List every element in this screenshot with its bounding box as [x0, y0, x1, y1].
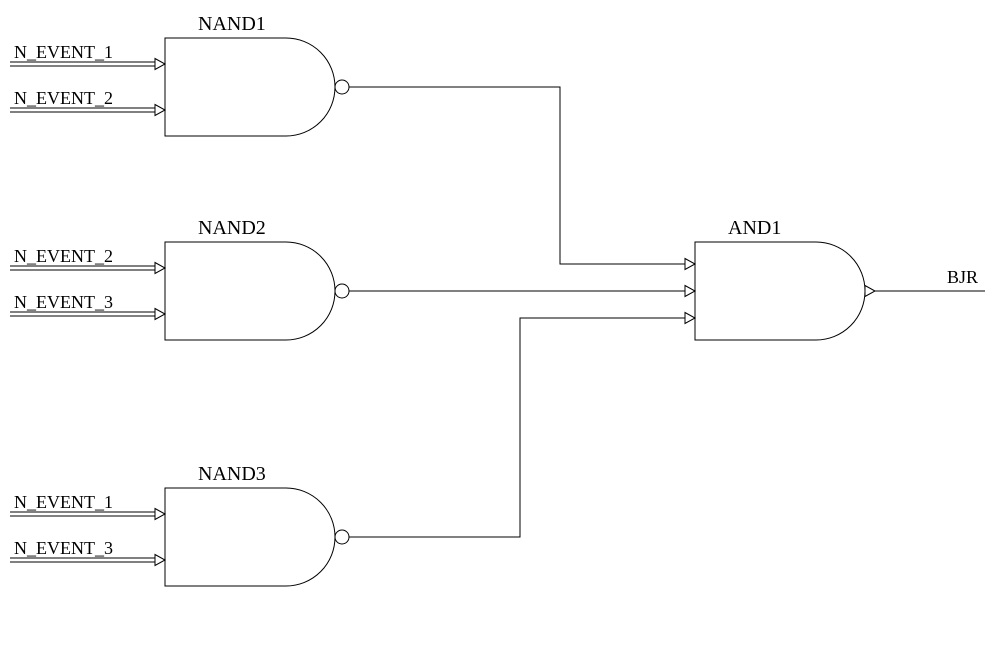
inverter-bubble	[335, 80, 349, 94]
input-arrow-icon	[155, 263, 165, 274]
circuit-diagram: NAND1 N_EVENT_1 N_EVENT_2 NAND2 N_EVENT_…	[0, 0, 1000, 651]
gate-label-and1: AND1	[728, 217, 781, 239]
input-arrow-icon	[155, 555, 165, 566]
input-arrow-icon	[685, 313, 695, 324]
signal-label: N_EVENT_1	[14, 42, 113, 62]
wire-nand1-to-and1	[369, 87, 685, 264]
wire-nand3-to-and1	[369, 318, 685, 537]
gate-nand1: NAND1 N_EVENT_1 N_EVENT_2	[10, 13, 369, 136]
input-arrow-icon	[155, 59, 165, 70]
input-arrow-icon	[155, 309, 165, 320]
signal-label: N_EVENT_3	[14, 538, 113, 558]
input-arrow-icon	[155, 105, 165, 116]
signal-label: N_EVENT_1	[14, 492, 113, 512]
gate-nand2: NAND2 N_EVENT_2 N_EVENT_3	[10, 217, 369, 340]
input-arrow-icon	[155, 509, 165, 520]
signal-label: N_EVENT_2	[14, 246, 113, 266]
nand-body	[165, 488, 335, 586]
gate-label-nand1: NAND1	[198, 13, 266, 35]
signal-label: N_EVENT_3	[14, 292, 113, 312]
gate-nand3: NAND3 N_EVENT_1 N_EVENT_3	[10, 463, 369, 586]
output-arrow-icon	[865, 286, 875, 297]
signal-label: BJR	[947, 267, 978, 287]
input-arrow-icon	[685, 259, 695, 270]
inverter-bubble	[335, 530, 349, 544]
gate-label-nand3: NAND3	[198, 463, 266, 485]
and-body	[695, 242, 865, 340]
inverter-bubble	[335, 284, 349, 298]
signal-label: N_EVENT_2	[14, 88, 113, 108]
gate-label-nand2: NAND2	[198, 217, 266, 239]
input-arrow-icon	[685, 286, 695, 297]
nand-body	[165, 242, 335, 340]
nand-body	[165, 38, 335, 136]
gate-and1: AND1 BJR	[685, 217, 985, 340]
